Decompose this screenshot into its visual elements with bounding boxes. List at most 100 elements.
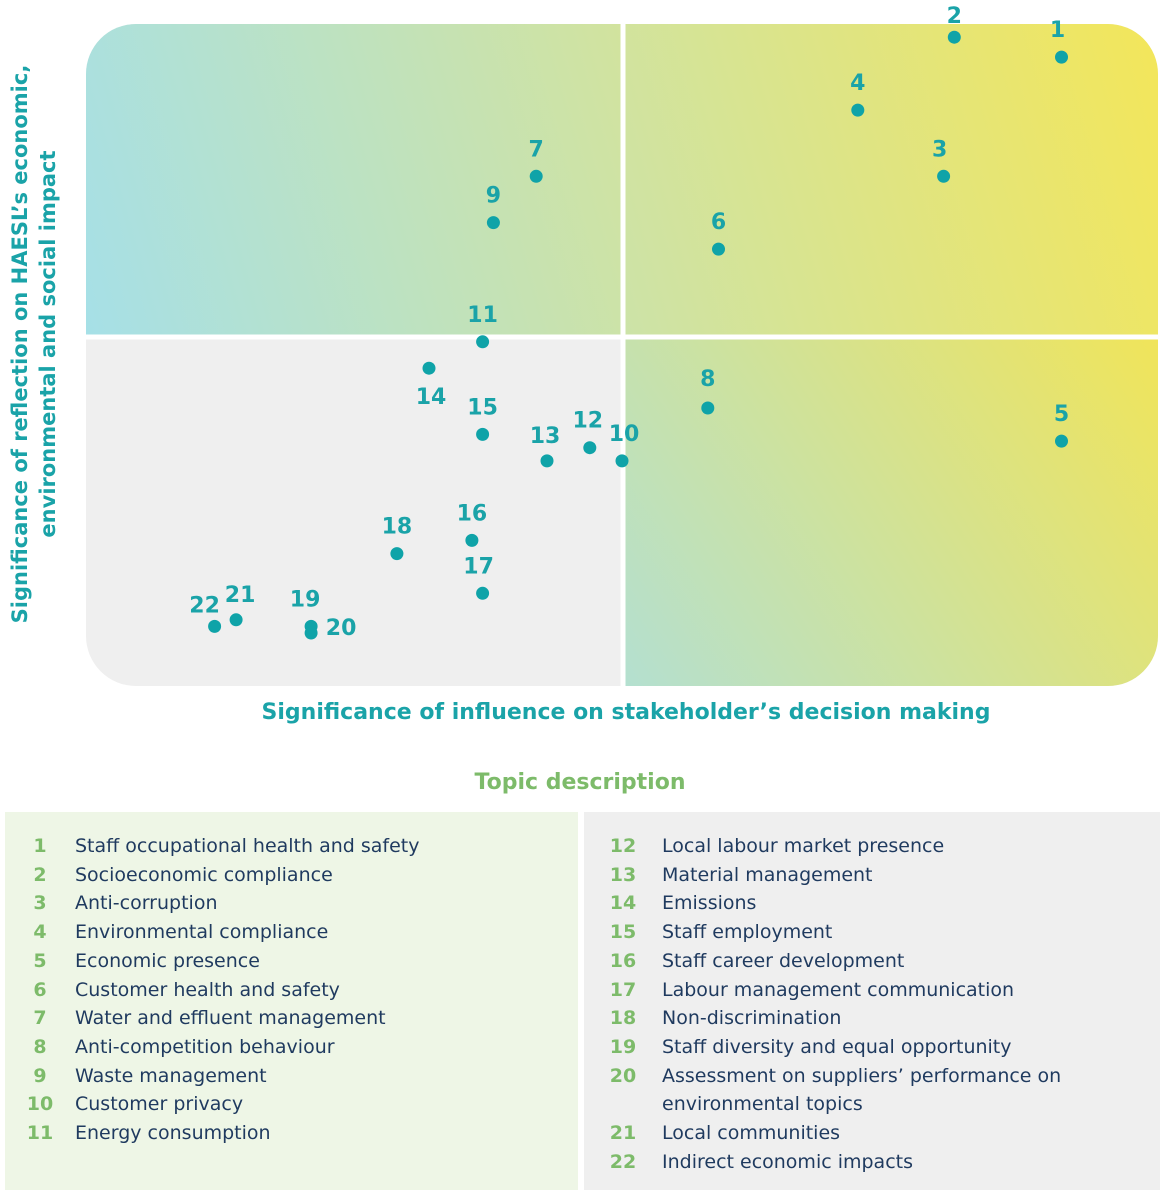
data-label-4: 4 xyxy=(850,71,865,96)
data-label-14: 14 xyxy=(416,385,447,410)
legend-number: 18 xyxy=(609,1007,637,1030)
data-label-16: 16 xyxy=(457,501,488,526)
legend-number: 17 xyxy=(609,978,637,1001)
data-label-1: 1 xyxy=(1050,18,1065,43)
data-label-12: 12 xyxy=(572,409,603,434)
data-point-8 xyxy=(701,401,715,415)
legend-right-column: 12 Local labour market presence 13 Material… xyxy=(584,812,1160,1190)
legend-item: 16 Staff career development xyxy=(584,947,1160,976)
legend-item: 21 Local communities xyxy=(584,1119,1160,1148)
data-label-15: 15 xyxy=(467,395,498,420)
data-point-3 xyxy=(937,169,951,183)
data-point-18 xyxy=(390,547,404,561)
data-point-6 xyxy=(712,242,725,256)
legend-number: 13 xyxy=(609,863,637,886)
legend-text: Anti-competition behaviour xyxy=(75,1035,335,1058)
data-label-3: 3 xyxy=(932,137,947,162)
legend-number: 16 xyxy=(609,949,637,972)
legend-text: Local labour market presence xyxy=(662,835,945,857)
data-point-14 xyxy=(422,361,436,375)
legend-item: 14 Emissions xyxy=(584,889,1160,918)
legend-item: 8 Anti-competition behaviour xyxy=(5,1033,578,1062)
legend-title: Topic description xyxy=(474,770,686,795)
data-point-16 xyxy=(465,533,479,547)
data-point-13 xyxy=(540,454,554,468)
legend-number: 1 xyxy=(33,835,47,857)
legend-text: Waste management xyxy=(75,1064,267,1087)
legend-number: 2 xyxy=(33,863,47,886)
legend-number: 21 xyxy=(609,1122,637,1145)
legend-item: 6 Customer health and safety xyxy=(5,976,578,1005)
legend-text: Staff diversity and equal opportunity xyxy=(662,1035,1012,1058)
data-label-20: 20 xyxy=(326,616,357,641)
data-label-5: 5 xyxy=(1054,402,1069,427)
data-point-20 xyxy=(304,626,318,640)
data-label-17: 17 xyxy=(463,554,494,579)
legend-text: Local communities xyxy=(662,1122,841,1145)
legend-item: 5 Economic presence xyxy=(5,947,578,976)
legend-text: Staff employment xyxy=(662,921,833,944)
data-label-13: 13 xyxy=(530,424,561,449)
legend-item: 20 Assessment on suppliers’ performance o… xyxy=(584,1062,1160,1119)
legend-item: 9 Waste management xyxy=(5,1062,578,1091)
legend-number: 12 xyxy=(609,835,637,857)
data-label-6: 6 xyxy=(711,210,726,235)
quadrant-bottom-right xyxy=(623,337,1158,686)
data-point-5 xyxy=(1055,434,1068,448)
data-point-1 xyxy=(1055,50,1068,64)
data-label-10: 10 xyxy=(609,422,640,447)
legend-text: Socioeconomic compliance xyxy=(75,863,333,886)
quadrant-background xyxy=(86,24,1158,686)
legend-text: Staff occupational health and safety xyxy=(75,835,420,857)
data-label-8: 8 xyxy=(700,367,715,392)
legend-item: 11 Energy consumption xyxy=(5,1119,578,1148)
legend-number: 9 xyxy=(33,1064,47,1087)
data-label-18: 18 xyxy=(382,515,413,540)
legend-number: 11 xyxy=(26,1122,54,1145)
legend-item: 17 Labour management communication xyxy=(584,976,1160,1005)
data-point-7 xyxy=(529,169,543,183)
legend-text: Customer privacy xyxy=(75,1093,244,1116)
legend-text: Labour management communication xyxy=(662,978,1015,1001)
legend-item: 19 Staff diversity and equal opportunity xyxy=(584,1033,1160,1062)
data-label-22: 22 xyxy=(189,593,220,618)
legend-number: 6 xyxy=(33,978,47,1001)
data-label-19: 19 xyxy=(290,587,321,612)
data-point-11 xyxy=(476,335,490,349)
legend-number: 14 xyxy=(609,892,637,915)
data-point-17 xyxy=(476,586,490,600)
data-point-22 xyxy=(208,619,222,633)
data-label-2: 2 xyxy=(947,4,962,29)
x-axis-title: Significance of influence on stakeholder… xyxy=(261,700,991,725)
legend-number: 3 xyxy=(33,892,47,915)
legend-left-column: 1 Staff occupational health and safety 2 So… xyxy=(5,812,578,1190)
legend-number: 15 xyxy=(609,921,637,944)
legend-text: Indirect economic impacts xyxy=(662,1150,913,1173)
data-point-9 xyxy=(486,216,500,230)
legend-text: Energy consumption xyxy=(75,1122,271,1145)
legend-number: 4 xyxy=(33,921,47,944)
y-axis-title: Significance of reflection on HAESL’s ec… xyxy=(8,64,60,624)
data-point-12 xyxy=(583,441,597,455)
legend-text: Emissions xyxy=(662,892,757,915)
legend-number: 19 xyxy=(609,1035,637,1058)
legend-number: 10 xyxy=(26,1093,54,1116)
legend-item: 15 Staff employment xyxy=(584,918,1160,947)
legend-text: Economic presence xyxy=(75,949,260,972)
data-point-2 xyxy=(947,30,961,44)
legend-number: 5 xyxy=(33,949,47,972)
legend-number: 8 xyxy=(33,1035,47,1058)
legend-item: 22 Indirect economic impacts xyxy=(584,1148,1160,1177)
data-point-21 xyxy=(229,613,243,627)
data-label-7: 7 xyxy=(529,137,544,162)
legend-text: Environmental compliance xyxy=(75,921,329,944)
legend-text: Assessment on suppliers’ performance on … xyxy=(662,1064,1062,1116)
data-label-11: 11 xyxy=(467,303,498,328)
legend-item: 4 Environmental compliance xyxy=(5,918,578,947)
data-point-15 xyxy=(476,427,490,441)
data-label-21: 21 xyxy=(225,583,256,608)
legend-item: 12 Local labour market presence xyxy=(584,832,1160,861)
legend-text: Anti-corruption xyxy=(75,892,218,915)
legend-item: 7 Water and effluent management xyxy=(5,1004,578,1033)
